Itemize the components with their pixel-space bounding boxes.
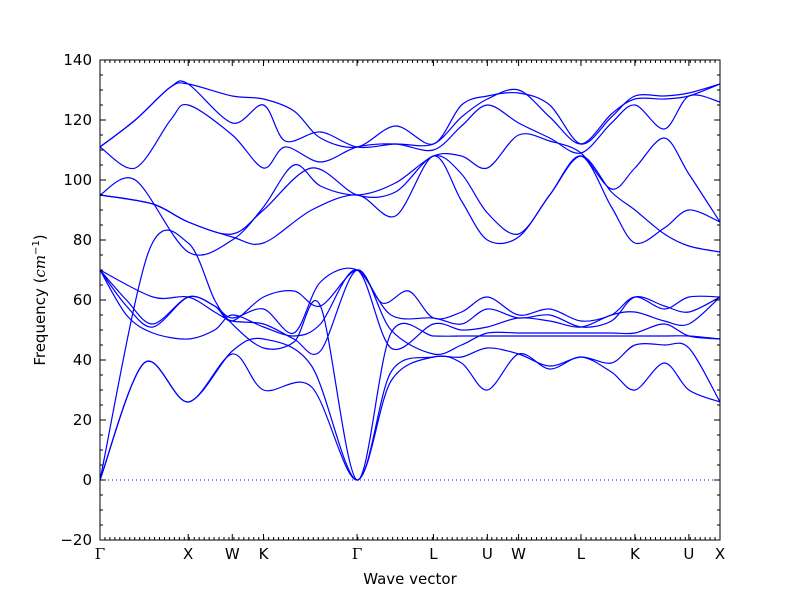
- kpoint-label: Γ: [352, 545, 362, 563]
- y-tick-label: 20: [73, 411, 92, 429]
- kpoint-label: X: [183, 545, 193, 563]
- kpoint-label: W: [225, 545, 240, 563]
- y-axis-label: Frequency (cm−1): [31, 234, 49, 365]
- kpoint-label: U: [482, 545, 493, 563]
- band-line-12: [99, 80, 721, 149]
- band-line-1: [99, 353, 721, 481]
- band-line-4: [99, 269, 721, 351]
- kpoint-label: L: [577, 545, 586, 563]
- band-line-3: [99, 229, 721, 481]
- x-axis-label: Wave vector: [363, 570, 457, 588]
- kpoint-label: X: [715, 545, 725, 563]
- kpoint-label: W: [511, 545, 526, 563]
- band-line-7: [99, 269, 721, 356]
- band-line-9: [99, 154, 721, 253]
- y-tick-label: 40: [73, 351, 92, 369]
- kpoint-label: U: [683, 545, 694, 563]
- kpoint-label: L: [429, 545, 438, 563]
- band-line-10: [99, 133, 721, 256]
- y-tick-label: 60: [73, 291, 92, 309]
- band-lines: [99, 80, 721, 481]
- band-line-8: [99, 155, 721, 245]
- y-tick-label: 80: [73, 231, 92, 249]
- y-tick-label: 100: [63, 171, 92, 189]
- band-line-2: [99, 337, 721, 481]
- kpoint-label: K: [259, 545, 270, 563]
- band-line-11: [99, 94, 721, 170]
- y-tick-label: 140: [63, 51, 92, 69]
- y-tick-label: 120: [63, 111, 92, 129]
- band-line-13: [99, 82, 721, 149]
- band-line-6: [99, 269, 721, 325]
- y-tick-label: 0: [82, 471, 92, 489]
- y-tick-label: −20: [60, 531, 92, 549]
- y-tick-labels: −20 0 20 40 60 80 100 120 140: [60, 51, 92, 549]
- kpoint-label: K: [630, 545, 641, 563]
- kpoint-label: Γ: [95, 545, 105, 563]
- plot-frame: [99, 59, 721, 541]
